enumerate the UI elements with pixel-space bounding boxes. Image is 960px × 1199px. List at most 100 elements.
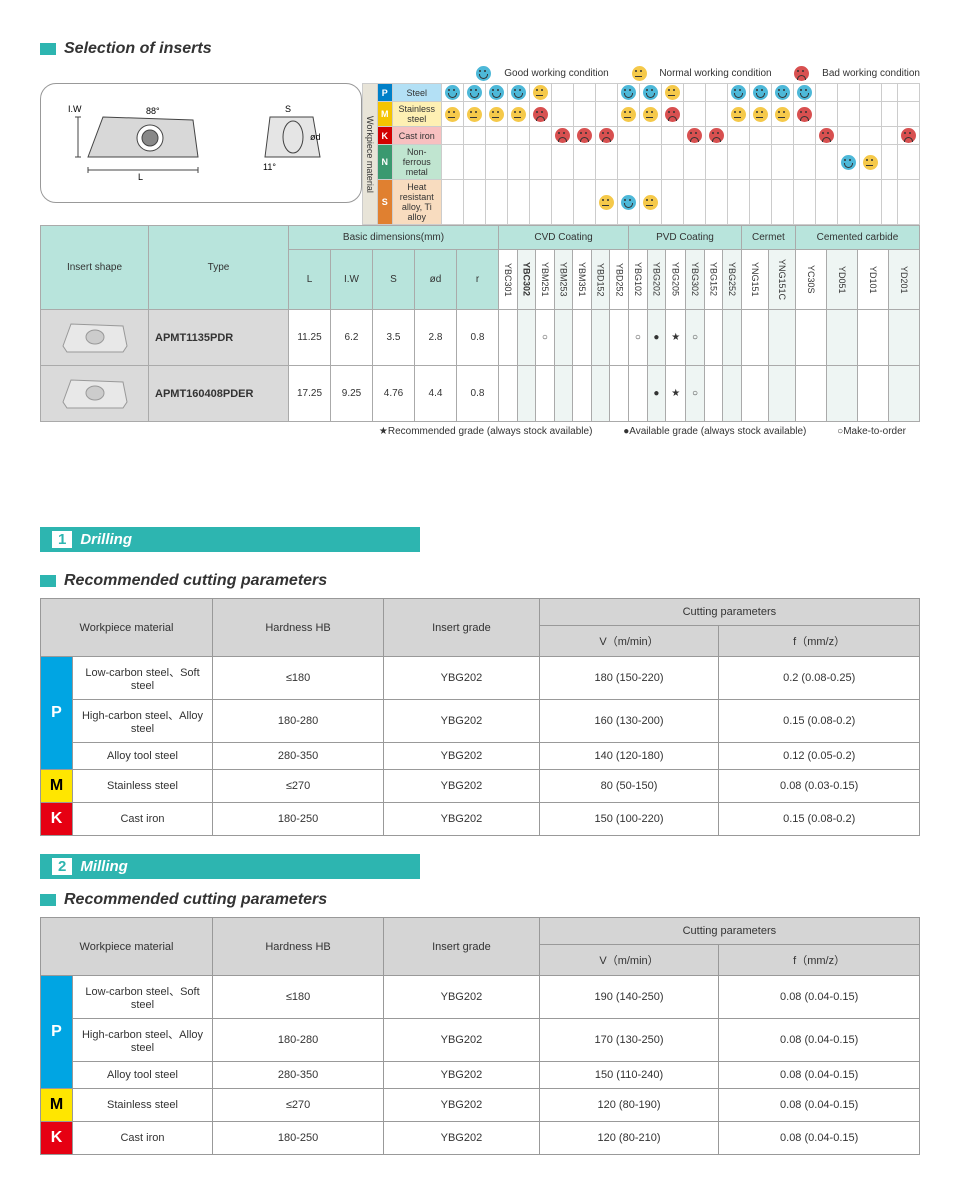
emoji-cell [640,84,662,102]
cut-grade: YBG202 [384,770,540,803]
grade-mark [768,366,795,422]
emoji-cell [750,145,772,180]
grade-mark [857,310,888,366]
emoji-cell [772,145,794,180]
emoji-cell [684,84,706,102]
emoji-cell [794,84,816,102]
emoji-cell [442,180,464,225]
mat-code-M: M [378,102,393,127]
dim-value: 0.8 [457,310,499,366]
cut-v: 160 (130-200) [539,700,719,743]
dim-value: 4.4 [415,366,457,422]
grade-mark [795,310,826,366]
emoji-cell [464,84,486,102]
emoji-cell [530,127,552,145]
dim-value: 4.76 [373,366,415,422]
emoji-cell [816,145,838,180]
emoji-cell [838,145,860,180]
grade-legend: ★Recommended grade (always stock availab… [40,422,920,467]
cut-f: 0.08 (0.04-0.15) [719,1062,920,1089]
insert-type: APMT160408PDER [149,366,289,422]
insert-type: APMT1135PDR [149,310,289,366]
svg-text:ød: ød [310,132,321,142]
material-name: High-carbon steel、Alloy steel [73,700,213,743]
emoji-cell [882,145,898,180]
emoji-cell [640,180,662,225]
cut-f: 0.12 (0.05-0.2) [719,743,920,770]
emoji-cell [706,127,728,145]
grade-mark: ○ [686,310,705,366]
grade-head: YBG202 [647,250,666,310]
rec-title-2: Recommended cutting parameters [40,891,920,909]
emoji-cell [897,145,919,180]
cut-f: 0.08 (0.04-0.15) [719,976,920,1019]
cut-grade: YBG202 [384,1122,540,1155]
emoji-cell [552,102,574,127]
emoji-cell [574,102,596,127]
section-1-band: 1Drilling [40,527,420,552]
grade-mark: ○ [629,310,648,366]
emoji-cell [464,145,486,180]
emoji-cell [684,180,706,225]
emoji-cell [552,84,574,102]
grade-head: YD201 [888,250,919,310]
emoji-cell [530,102,552,127]
material-name: Stainless steel [73,770,213,803]
grade-mark [554,310,573,366]
emoji-cell [486,84,508,102]
grade-head: YBC301 [499,250,518,310]
cut-grade: YBG202 [384,1062,540,1089]
emoji-cell [772,180,794,225]
grade-mark [723,310,742,366]
emoji-cell [728,145,750,180]
emoji-cell [508,102,530,127]
grade-mark [536,366,555,422]
grade-mark [888,366,919,422]
material-badge: K [41,803,73,836]
emoji-cell [596,145,618,180]
emoji-cell [552,145,574,180]
emoji-cell [838,84,860,102]
svg-text:I.W: I.W [68,104,82,114]
emoji-cell [464,127,486,145]
material-badge: P [41,657,73,770]
grade-mark [554,366,573,422]
emoji-cell [552,180,574,225]
cut-grade: YBG202 [384,743,540,770]
dim-value: 11.25 [289,310,331,366]
emoji-cell [530,145,552,180]
condition-legend: Good working condition Normal working co… [40,66,920,81]
cut-f: 0.08 (0.04-0.15) [719,1019,920,1062]
emoji-cell [728,127,750,145]
material-name: Cast iron [73,803,213,836]
emoji-cell [728,102,750,127]
cut-grade: YBG202 [384,1089,540,1122]
emoji-cell [442,127,464,145]
emoji-cell [684,102,706,127]
emoji-cell [750,127,772,145]
dim-head: r [457,250,499,310]
emoji-cell [706,102,728,127]
cut-f: 0.15 (0.08-0.2) [719,700,920,743]
emoji-cell [684,127,706,145]
emoji-cell [772,127,794,145]
cut-v: 190 (140-250) [539,976,719,1019]
emoji-cell [574,127,596,145]
emoji-cell [794,145,816,180]
grade-mark: ★ [666,310,686,366]
dim-value: 0.8 [457,366,499,422]
material-name: Low-carbon steel、Soft steel [73,657,213,700]
emoji-cell [618,102,640,127]
emoji-cell [838,102,860,127]
emoji-cell [816,84,838,102]
emoji-cell [574,84,596,102]
svg-text:11°: 11° [263,162,276,172]
emoji-cell [882,180,898,225]
cut-f: 0.08 (0.04-0.15) [719,1122,920,1155]
grade-head: YNG151C [768,250,795,310]
grade-head: YBG205 [666,250,686,310]
cut-hb: 180-250 [213,1122,384,1155]
drilling-table: Workpiece material Hardness HB Insert gr… [40,598,920,836]
emoji-cell [442,84,464,102]
cut-f: 0.2 (0.08-0.25) [719,657,920,700]
